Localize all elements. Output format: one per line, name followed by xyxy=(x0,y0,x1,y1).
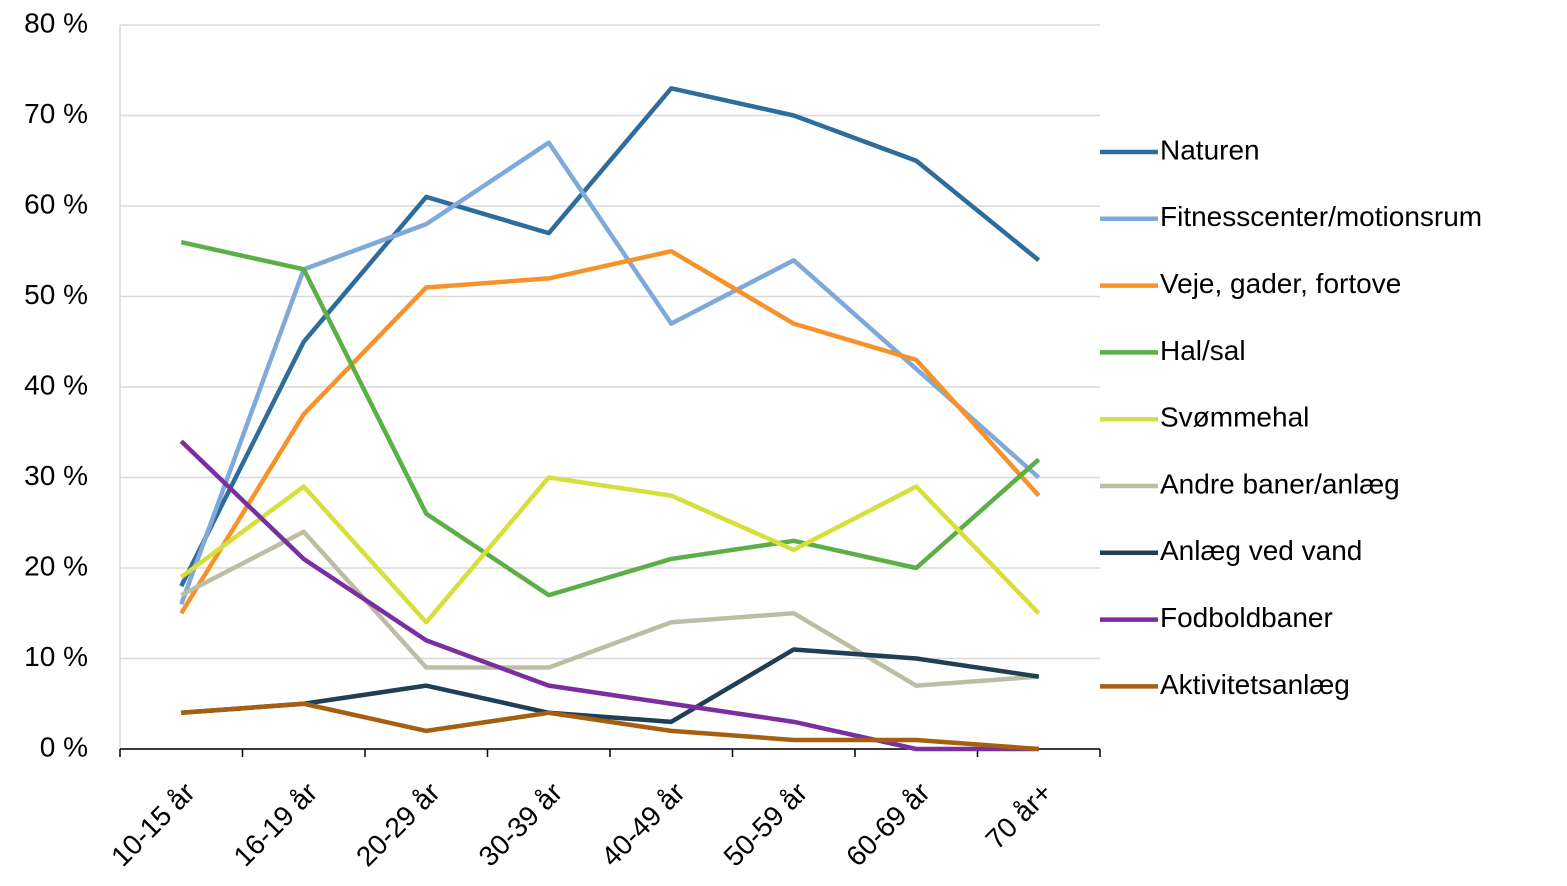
y-tick-label: 80 % xyxy=(24,7,88,38)
x-tick-label: 30-39 år xyxy=(473,777,569,873)
y-tick-label: 10 % xyxy=(24,641,88,672)
y-tick-label: 0 % xyxy=(40,731,88,762)
x-tick-label: 60-69 år xyxy=(840,777,936,873)
legend-label: Svømmehal xyxy=(1160,402,1309,433)
legend-label: Fitnesscenter/motionsrum xyxy=(1160,201,1482,232)
legend-label: Veje, gader, fortove xyxy=(1160,268,1401,299)
series-line xyxy=(179,86,1041,588)
legend-label: Anlæg ved vand xyxy=(1160,535,1362,566)
legend-label: Aktivitetsanlæg xyxy=(1160,669,1350,700)
series-line xyxy=(180,240,1041,598)
y-tick-label: 40 % xyxy=(24,369,88,400)
x-tick-label: 70 år+ xyxy=(980,777,1059,856)
series-line xyxy=(181,647,1040,725)
legend-label: Andre baner/anlæg xyxy=(1160,468,1400,499)
series-line xyxy=(179,140,1041,605)
series-line xyxy=(179,439,1039,752)
series-line xyxy=(179,249,1041,615)
y-tick-label: 30 % xyxy=(24,460,88,491)
y-tick-label: 50 % xyxy=(24,279,88,310)
x-tick-label: 10-15 år xyxy=(105,777,201,873)
series-line xyxy=(181,701,1039,752)
series-line xyxy=(179,475,1041,625)
x-tick-label: 50-59 år xyxy=(718,777,814,873)
legend-label: Hal/sal xyxy=(1160,335,1246,366)
x-tick-label: 20-29 år xyxy=(350,777,446,873)
legend-label: Naturen xyxy=(1160,134,1260,165)
y-tick-label: 70 % xyxy=(24,98,88,129)
x-tick-label: 16-19 år xyxy=(228,777,324,873)
y-tick-label: 20 % xyxy=(24,550,88,581)
x-tick-label: 40-49 år xyxy=(595,777,691,873)
legend-label: Fodboldbaner xyxy=(1160,602,1333,633)
y-tick-label: 60 % xyxy=(24,188,88,219)
series-line xyxy=(180,529,1039,688)
